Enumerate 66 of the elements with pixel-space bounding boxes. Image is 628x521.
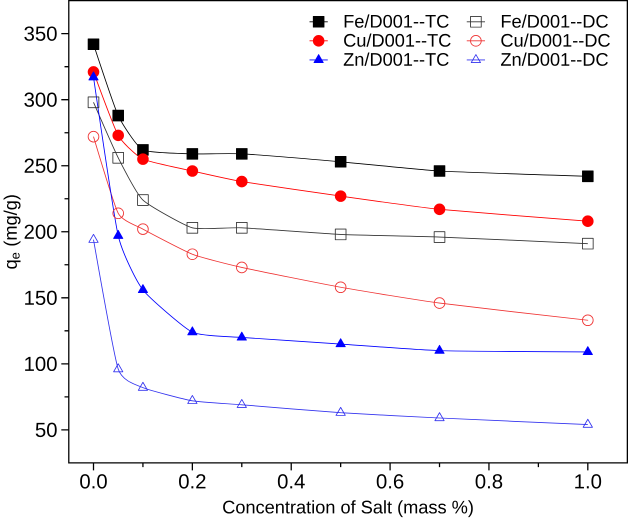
x-tick-label: 0.8	[476, 474, 502, 489]
x-tick-label: 0.2	[179, 474, 206, 489]
x-tick-label: 1.0	[575, 474, 602, 489]
y-tick-label: 250	[24, 158, 57, 174]
point	[137, 194, 149, 206]
point	[334, 190, 346, 202]
point	[186, 165, 198, 177]
y-tick-label: 100	[25, 356, 57, 372]
point	[88, 96, 100, 108]
point	[88, 234, 99, 243]
point	[138, 382, 148, 391]
point	[334, 156, 346, 168]
point	[113, 363, 124, 372]
legend-label: Zn/D001--TC	[344, 52, 449, 66]
point	[582, 418, 593, 428]
point	[186, 248, 198, 260]
y-tick-label: 350	[24, 26, 57, 41]
y-tick-label: 150	[25, 290, 57, 306]
x-tick-label: 0.6	[376, 474, 404, 489]
y-tick-label: 50	[36, 422, 57, 438]
point	[236, 148, 248, 160]
point	[186, 148, 198, 160]
legend-label: Cu/D001--TC	[344, 34, 451, 47]
point	[236, 262, 248, 274]
point	[434, 204, 446, 216]
point	[186, 222, 198, 234]
point	[236, 399, 247, 408]
point	[187, 326, 198, 336]
point	[582, 238, 594, 250]
point	[137, 153, 149, 166]
point	[137, 223, 149, 236]
point	[187, 395, 198, 404]
y-tick-label: 200	[24, 224, 57, 240]
point	[434, 297, 446, 310]
point	[336, 338, 346, 348]
point	[138, 284, 148, 294]
x-tick-label: 0.0	[80, 474, 107, 489]
point	[236, 222, 248, 234]
point	[112, 110, 124, 122]
point	[112, 130, 124, 142]
x-tick-label: 0.4	[278, 474, 305, 489]
point	[582, 314, 594, 326]
y-tick-label: 300	[24, 92, 57, 108]
y-axis-title: q$_{e}$ (mg/g)	[4, 195, 21, 269]
point	[434, 165, 446, 177]
point	[112, 208, 124, 220]
point	[113, 230, 124, 239]
legend-label: Fe/D001--DC	[502, 14, 608, 28]
legend-label: Zn/D001--DC	[501, 52, 608, 66]
point	[582, 216, 594, 228]
point	[236, 176, 248, 188]
point	[434, 231, 446, 243]
point	[582, 346, 593, 356]
point	[434, 344, 445, 354]
point	[336, 407, 346, 416]
legend-label: Cu/D001--DC	[501, 34, 610, 47]
legend-label: Fe/D001--TC	[344, 14, 449, 28]
point	[88, 38, 100, 50]
point	[582, 170, 594, 182]
x-axis-title: Concentration of Salt (mass %)	[223, 500, 473, 518]
point	[88, 131, 100, 143]
point	[236, 332, 247, 341]
point	[112, 152, 124, 164]
point	[334, 228, 346, 240]
point	[334, 282, 346, 294]
point	[434, 412, 445, 422]
